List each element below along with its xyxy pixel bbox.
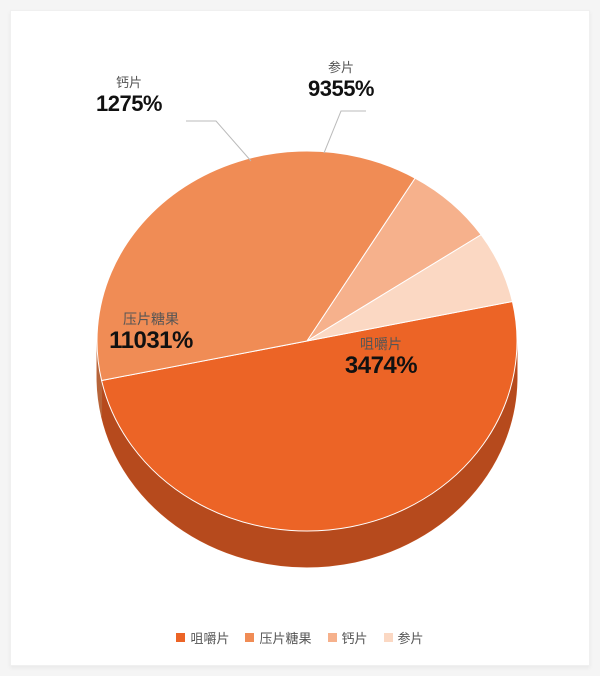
pie-chart: 咀嚼片3474%压片糖果11031%钙片1275%参片9355%: [11, 11, 591, 611]
chart-card: 咀嚼片3474%压片糖果11031%钙片1275%参片9355% 咀嚼片 压片糖果…: [10, 10, 590, 666]
legend-swatch: [384, 633, 393, 642]
legend-swatch: [328, 633, 337, 642]
legend-item: 钙片: [328, 628, 368, 647]
legend-label: 压片糖果: [259, 631, 311, 646]
legend-item: 咀嚼片: [176, 628, 229, 647]
legend: 咀嚼片 压片糖果 钙片 参片: [11, 628, 589, 647]
legend-label: 钙片: [342, 631, 368, 646]
legend-swatch: [245, 633, 254, 642]
leader-gaipian: [186, 121, 251, 161]
legend-swatch: [176, 633, 185, 642]
pie-svg: [11, 11, 591, 611]
legend-label: 咀嚼片: [190, 631, 229, 646]
legend-label: 参片: [398, 631, 424, 646]
leader-shenpian: [324, 111, 366, 153]
legend-item: 参片: [384, 628, 424, 647]
legend-item: 压片糖果: [245, 628, 311, 647]
